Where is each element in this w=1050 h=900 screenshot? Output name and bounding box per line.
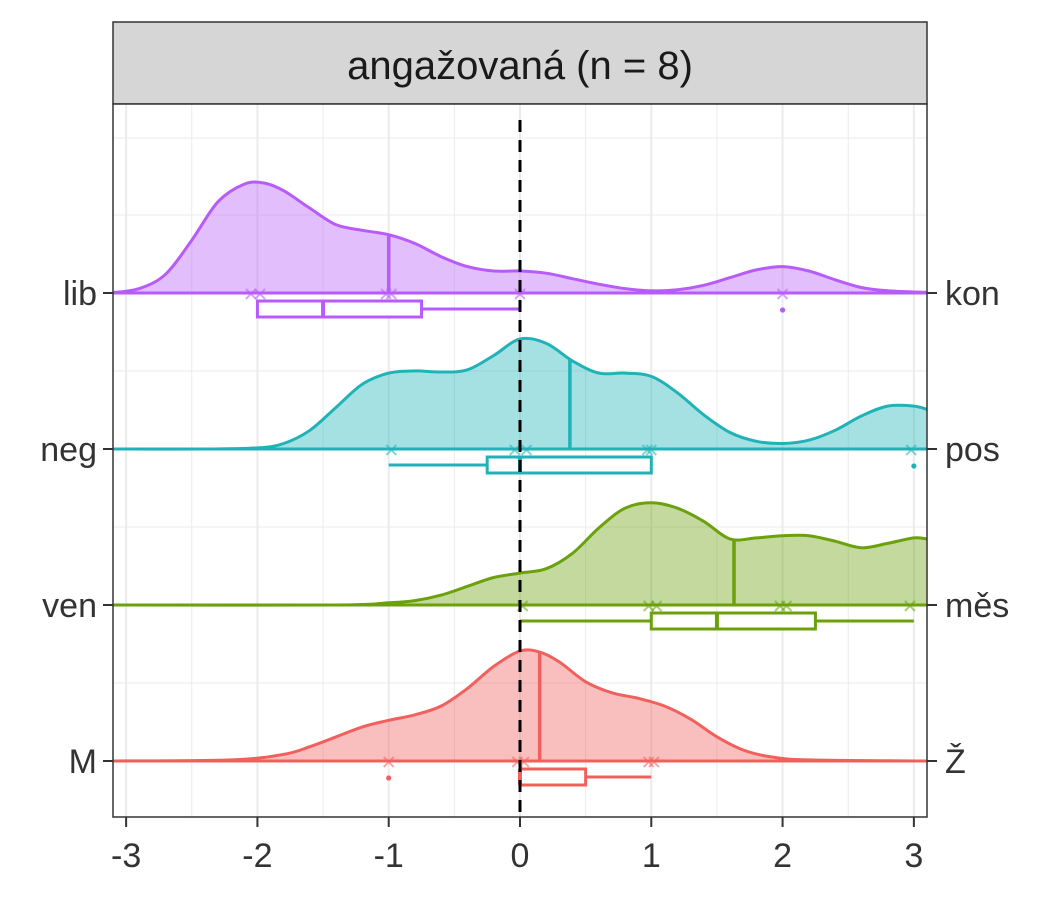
row-neg-pos bbox=[112, 336, 928, 475]
data-point bbox=[650, 600, 663, 612]
density-curve bbox=[112, 336, 928, 451]
data-point bbox=[514, 288, 526, 300]
y-right-tick-label: kon bbox=[945, 275, 1000, 313]
x-tick-label: 0 bbox=[511, 837, 530, 875]
y-right-tick-label: měs bbox=[945, 587, 1009, 625]
data-point bbox=[245, 288, 257, 300]
box-iqr bbox=[255, 299, 424, 319]
x-tick-label: -2 bbox=[242, 837, 272, 875]
data-point bbox=[385, 288, 398, 300]
data-point bbox=[780, 600, 793, 612]
box-iqr bbox=[518, 767, 588, 787]
data-point bbox=[520, 444, 533, 456]
facet-strip-background bbox=[112, 21, 928, 105]
box-iqr bbox=[485, 455, 653, 475]
data-point bbox=[648, 756, 660, 768]
y-right-tick-label: Ž bbox=[945, 743, 966, 781]
x-tick-label: 1 bbox=[642, 837, 661, 875]
facet-strip: angažovaná (n = 8) bbox=[112, 21, 928, 105]
outlier-point bbox=[386, 775, 392, 781]
data-point bbox=[383, 756, 395, 768]
y-right-tick-label: pos bbox=[945, 431, 1000, 469]
outlier-point bbox=[779, 307, 786, 313]
y-axis-right: kon pos měs Ž bbox=[927, 275, 1009, 781]
density-curve bbox=[112, 501, 928, 607]
x-tick-label: 2 bbox=[773, 837, 792, 875]
row-lib-kon bbox=[112, 180, 928, 319]
data-point bbox=[385, 444, 398, 456]
data-point bbox=[905, 444, 917, 456]
data-point bbox=[642, 756, 655, 768]
y-left-tick-label: M bbox=[69, 743, 97, 781]
y-left-tick-label: lib bbox=[63, 275, 97, 313]
density-area bbox=[113, 502, 927, 606]
density-curve bbox=[112, 180, 928, 295]
facet-title: angažovaná (n = 8) bbox=[347, 44, 693, 88]
x-tick-label: -3 bbox=[111, 837, 141, 875]
y-left-tick-label: neg bbox=[40, 431, 97, 469]
y-axis-left: lib neg ven M bbox=[40, 275, 113, 781]
density-area bbox=[113, 181, 927, 293]
density-curve bbox=[112, 648, 928, 763]
x-axis: -3 -2 -1 0 1 2 3 bbox=[111, 817, 923, 875]
data-point bbox=[254, 288, 266, 300]
outlier-point bbox=[911, 463, 917, 469]
box-iqr bbox=[649, 611, 817, 631]
data-point bbox=[904, 600, 916, 612]
data-point bbox=[776, 288, 789, 300]
y-left-tick-label: ven bbox=[42, 587, 97, 625]
data-point bbox=[509, 444, 521, 456]
data-point bbox=[645, 444, 657, 456]
density-area bbox=[113, 338, 927, 450]
data-point bbox=[380, 288, 392, 300]
data-point bbox=[641, 444, 654, 456]
x-tick-label: -1 bbox=[374, 837, 404, 875]
x-tick-label: 3 bbox=[904, 837, 923, 875]
